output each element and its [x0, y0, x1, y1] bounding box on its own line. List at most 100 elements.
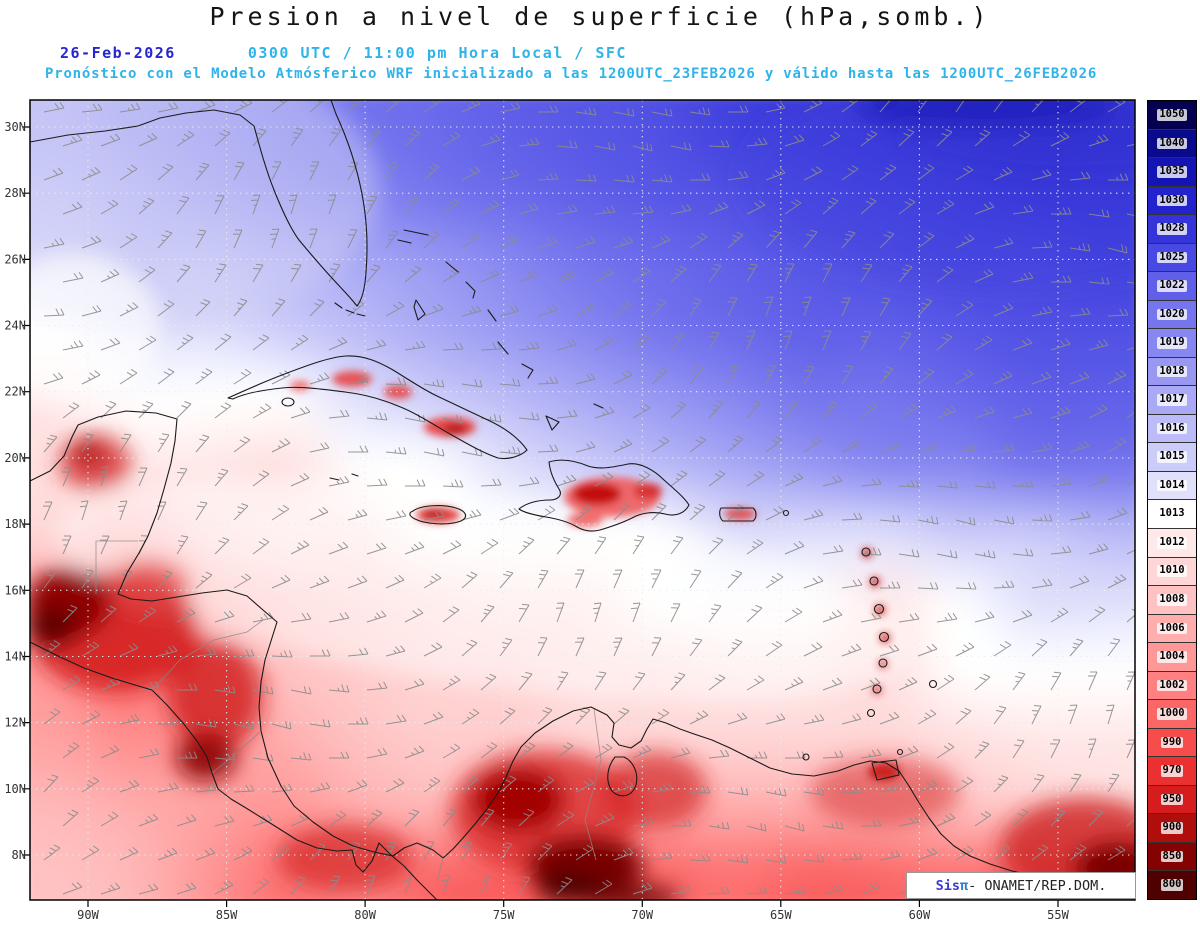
coast-lake-maracaibo: [607, 756, 638, 797]
colorbar-label: 1010: [1157, 564, 1187, 578]
coast-puerto-rico: [719, 507, 757, 522]
colorbar-label: 850: [1160, 849, 1184, 863]
colorbar-cell: 1006: [1148, 613, 1196, 643]
colorbar-label: 1040: [1157, 136, 1187, 150]
colorbar-cell: 800: [1148, 870, 1196, 899]
colorbar-cell: 1014: [1148, 470, 1196, 500]
colorbar-cell: 1004: [1148, 642, 1196, 671]
colorbar-cell: 900: [1148, 813, 1196, 842]
colorbar-cell: 1015: [1148, 442, 1196, 471]
colorbar-label: 1000: [1157, 707, 1187, 720]
lat-axis-labels: 30N 28N 26N 24N 22N 20N 18N 16N 14N 12N 10N 8N: [4, 120, 26, 862]
colorbar-label: 1002: [1157, 678, 1187, 692]
colorbar-cell: 1019: [1148, 328, 1196, 357]
page-title: Presion a nivel de superficie (hPa,somb.…: [209, 2, 991, 31]
colorbar-cell: 1040: [1148, 128, 1196, 158]
colorbar-label: 1018: [1157, 364, 1187, 378]
colorbar-label: 1035: [1157, 165, 1187, 178]
lat-label: 26N: [4, 252, 26, 266]
lat-label: 12N: [4, 716, 26, 730]
colorbar-cell: 1030: [1148, 185, 1196, 215]
colorbar-label: 1025: [1157, 250, 1187, 264]
lon-label: 75W: [493, 908, 515, 922]
colorbar-label: 1022: [1157, 279, 1187, 292]
coast-cuba: [227, 355, 528, 481]
colorbar-label: 1015: [1157, 450, 1187, 463]
colorbar-cell: 1025: [1148, 242, 1196, 272]
lat-label: 16N: [4, 583, 26, 597]
colorbar-cell: 1002: [1148, 670, 1196, 700]
colorbar-label: 1013: [1157, 507, 1187, 520]
colorbar-cell: 1012: [1148, 527, 1196, 557]
lat-label: 10N: [4, 782, 26, 796]
forecast-description: Pronóstico con el Modelo Atmósferico WRF…: [45, 66, 1098, 82]
pressure-colorbar: 1050 1040 1035 1030 1028 1025 1022 1020 1019 1018…: [1147, 100, 1197, 900]
lon-label: 85W: [216, 908, 238, 922]
colorbar-cell: 1022: [1148, 271, 1196, 300]
lat-label: 30N: [4, 120, 26, 134]
colorbar-cell: 1013: [1148, 499, 1196, 528]
coast-jamaica: [409, 505, 467, 525]
colorbar-label: 1020: [1157, 307, 1187, 321]
coast-trinidad: [871, 759, 900, 781]
colorbar-cell: 1018: [1148, 356, 1196, 386]
colorbar-cell: 1050: [1148, 101, 1196, 129]
colorbar-label: 1012: [1157, 535, 1187, 549]
lon-label: 90W: [77, 908, 99, 922]
colorbar-label: 1008: [1157, 593, 1187, 606]
country-borders: [95, 540, 602, 883]
axis-ticks: [23, 126, 1059, 907]
colorbar-cell: 1028: [1148, 214, 1196, 243]
colorbar-cell: 1035: [1148, 157, 1196, 186]
colorbar-label: 900: [1160, 821, 1184, 834]
valid-time: 0300 UTC / 11:00 pm Hora Local / SFC: [247, 44, 627, 62]
colorbar-cell: 850: [1148, 841, 1196, 871]
colorbar-cell: 990: [1148, 727, 1196, 757]
wind-barbs: [42, 100, 1135, 895]
lat-label: 14N: [4, 649, 26, 663]
colorbar-cell: 1008: [1148, 585, 1196, 614]
colorbar-label: 1016: [1157, 421, 1187, 435]
lon-axis-labels: 90W 85W 80W 75W 70W 65W 60W 55W: [77, 908, 1069, 922]
coast-pacific: [30, 641, 438, 900]
lon-label: 80W: [354, 908, 376, 922]
colorbar-label: 1019: [1157, 336, 1187, 349]
lat-label: 8N: [12, 848, 26, 862]
colorbar-label: 1017: [1157, 393, 1187, 406]
credit-app-name: Sis: [935, 877, 961, 894]
lat-label: 20N: [4, 451, 26, 465]
colorbar-label: 950: [1160, 792, 1184, 806]
colorbar-label: 1030: [1157, 193, 1187, 207]
colorbar-label: 970: [1160, 764, 1184, 777]
colorbar-cell: 950: [1148, 784, 1196, 814]
coast-bahamas: [397, 229, 604, 431]
coastlines: [30, 100, 1135, 900]
lon-label: 60W: [909, 908, 931, 922]
colorbar-cell: 970: [1148, 756, 1196, 785]
credit-org: - ONAMET/REP.DOM.: [968, 877, 1107, 894]
grid-lines: [30, 100, 1135, 900]
lon-label: 55W: [1047, 908, 1069, 922]
coast-florida-keys: [334, 302, 366, 317]
coast-lesser-antilles: [782, 509, 938, 781]
colorbar-label: 1006: [1157, 621, 1187, 635]
colorbar-label: 1004: [1157, 650, 1187, 663]
valid-date: 26-Feb-2026: [60, 44, 176, 62]
coast-gulf-florida: [30, 100, 368, 307]
coast-hispaniola: [518, 459, 690, 532]
credit-pi-symbol: π: [960, 877, 969, 894]
lon-label: 65W: [770, 908, 792, 922]
colorbar-label: 990: [1160, 735, 1184, 749]
colorbar-label: 1050: [1157, 107, 1187, 121]
lon-label: 70W: [631, 908, 653, 922]
colorbar-cell: 1000: [1148, 699, 1196, 728]
lat-label: 24N: [4, 319, 26, 333]
lat-label: 28N: [4, 186, 26, 200]
lat-label: 18N: [4, 517, 26, 531]
colorbar-cell: 1016: [1148, 413, 1196, 443]
credit-badge: Sis π - ONAMET/REP.DOM.: [906, 872, 1136, 899]
colorbar-cell: 1017: [1148, 385, 1196, 414]
colorbar-label: 1028: [1157, 222, 1187, 235]
